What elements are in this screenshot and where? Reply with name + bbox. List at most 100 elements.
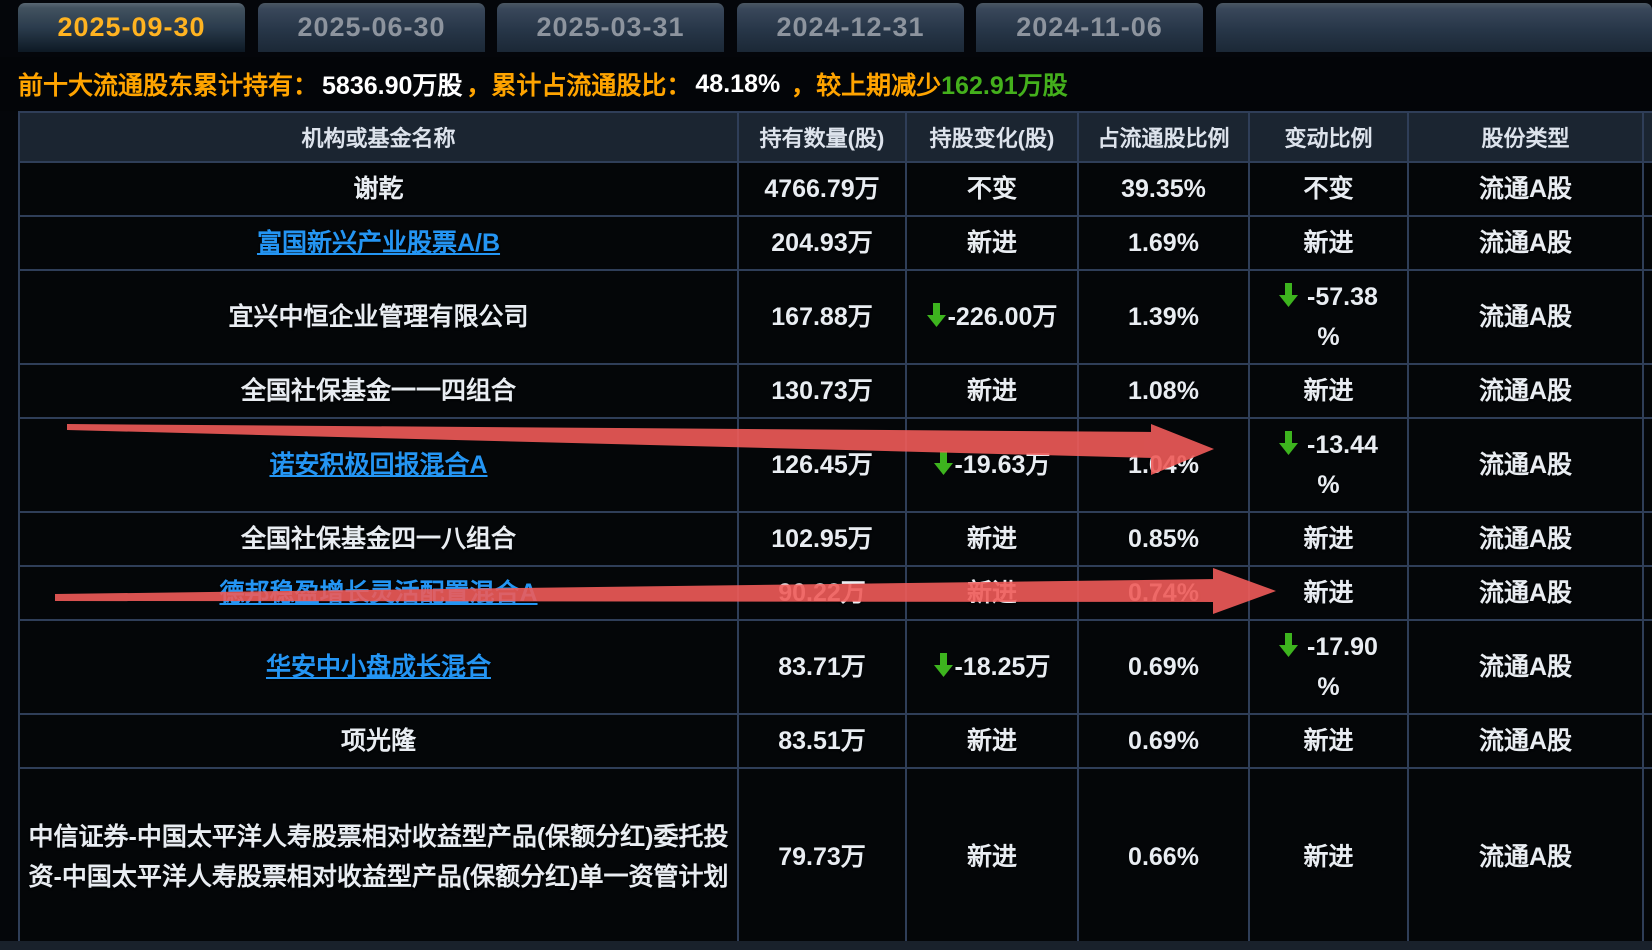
shareholder-name-cell: 项光隆 — [18, 713, 739, 769]
shareholder-name-cell: 德邦稳盈增长灵活配置混合A — [18, 565, 739, 621]
clipped-column-stub — [1642, 565, 1652, 621]
clipped-column-stub — [1642, 511, 1652, 567]
holding-quantity-cell: 83.71万 — [737, 619, 907, 715]
summary-bar: 前十大流通股东累计持有： 5836.90万股 ，累计占流通股比： 48.18% ，较上… — [0, 57, 1652, 111]
summary-total-ratio: 48.18% — [695, 69, 781, 98]
change-percent-cell: 新进 — [1248, 511, 1409, 567]
change-percent-cell: -13.44% — [1248, 417, 1409, 513]
float-ratio-cell: 0.85% — [1077, 511, 1250, 567]
down-arrow-icon — [1279, 633, 1299, 657]
holding-quantity-cell: 130.73万 — [737, 363, 907, 419]
holding-quantity-cell: 4766.79万 — [737, 161, 907, 217]
shareholder-name-cell: 富国新兴产业股票A/B — [18, 215, 739, 271]
report-date-tab-label: 2025-09-30 — [57, 12, 206, 42]
share-type-cell: 流通A股 — [1407, 363, 1644, 419]
holding-quantity-cell: 79.73万 — [737, 767, 907, 947]
report-date-tab[interactable]: 2024-11-06 — [976, 3, 1203, 52]
summary-total-held: 5836.90万股 — [322, 72, 463, 100]
holding-change-cell: -19.63万 — [905, 417, 1079, 513]
holding-change-cell: 不变 — [905, 161, 1079, 217]
column-header: 占流通股比例 — [1077, 111, 1250, 163]
summary-label-decrease: ，较上期减少 — [784, 72, 942, 100]
shareholder-row: 全国社保基金四一八组合 102.95万 新进 0.85% 新进 流通A股 — [18, 511, 1652, 567]
shareholder-name-cell: 全国社保基金一一四组合 — [18, 363, 739, 419]
holding-quantity-cell: 204.93万 — [737, 215, 907, 271]
share-type-cell: 流通A股 — [1407, 417, 1644, 513]
float-ratio-cell: 1.69% — [1077, 215, 1250, 271]
shareholder-row: 诺安积极回报混合A 126.45万 -19.63万 1.04% -13.44% … — [18, 417, 1652, 513]
holding-change-cell: 新进 — [905, 565, 1079, 621]
holding-quantity-cell: 83.51万 — [737, 713, 907, 769]
shareholder-row: 富国新兴产业股票A/B 204.93万 新进 1.69% 新进 流通A股 — [18, 215, 1652, 271]
shareholder-row: 华安中小盘成长混合 83.71万 -18.25万 0.69% -17.90% 流… — [18, 619, 1652, 715]
shareholder-name-cell: 全国社保基金四一八组合 — [18, 511, 739, 567]
shareholder-row: 项光隆 83.51万 新进 0.69% 新进 流通A股 — [18, 713, 1652, 769]
clipped-column-stub — [1642, 161, 1652, 217]
share-type-cell: 流通A股 — [1407, 161, 1644, 217]
share-type-cell: 流通A股 — [1407, 767, 1644, 947]
shareholder-row: 宜兴中恒企业管理有限公司 167.88万 -226.00万 1.39% -57.… — [18, 269, 1652, 365]
shareholder-name-cell: 诺安积极回报混合A — [18, 417, 739, 513]
float-ratio-cell: 0.69% — [1077, 619, 1250, 715]
share-type-cell: 流通A股 — [1407, 511, 1644, 567]
share-type-cell: 流通A股 — [1407, 565, 1644, 621]
change-percent-cell: -17.90% — [1248, 619, 1409, 715]
holding-quantity-cell: 90.22万 — [737, 565, 907, 621]
report-date-tab[interactable]: 2025-03-31 — [497, 3, 724, 52]
report-date-tab[interactable]: 2025-06-30 — [258, 3, 485, 52]
shareholder-name-cell: 华安中小盘成长混合 — [18, 619, 739, 715]
clipped-column-header — [1642, 111, 1652, 163]
column-header: 股份类型 — [1407, 111, 1644, 163]
shareholder-link[interactable]: 富国新兴产业股票A/B — [256, 229, 501, 257]
down-arrow-icon — [933, 451, 953, 475]
down-arrow-icon — [926, 303, 946, 327]
change-percent-cell: 新进 — [1248, 713, 1409, 769]
holding-quantity-cell: 167.88万 — [737, 269, 907, 365]
change-percent-cell: -57.38% — [1248, 269, 1409, 365]
report-date-tab[interactable]: 2024-12-31 — [737, 3, 964, 52]
column-header: 持有数量(股) — [737, 111, 907, 163]
change-percent-cell: 新进 — [1248, 767, 1409, 947]
clipped-column-stub — [1642, 417, 1652, 513]
shareholder-row: 谢乾 4766.79万 不变 39.35% 不变 流通A股 — [18, 161, 1652, 217]
holding-change-cell: 新进 — [905, 713, 1079, 769]
report-date-tabbar: 2025-09-30 2025-06-30 2025-03-31 2024-12… — [0, 0, 1652, 57]
report-date-tab[interactable] — [1216, 3, 1652, 52]
down-arrow-icon — [1279, 283, 1299, 307]
change-percent-cell: 新进 — [1248, 363, 1409, 419]
float-ratio-cell: 0.74% — [1077, 565, 1250, 621]
holding-change-cell: 新进 — [905, 511, 1079, 567]
report-date-tab-label: 2024-11-06 — [1016, 12, 1163, 42]
float-ratio-cell: 0.66% — [1077, 767, 1250, 947]
next-section-edge — [0, 941, 1652, 950]
clipped-column-stub — [1642, 363, 1652, 419]
shareholder-name-cell: 谢乾 — [18, 161, 739, 217]
shareholders-table: 机构或基金名称 持有数量(股) 持股变化(股) 占流通股比例 变动比例 股份类型 谢乾 4… — [18, 111, 1652, 947]
down-arrow-icon — [933, 653, 953, 677]
report-date-tab-label: 2024-12-31 — [776, 12, 925, 42]
report-date-tab[interactable]: 2025-09-30 — [18, 3, 245, 52]
share-type-cell: 流通A股 — [1407, 269, 1644, 365]
summary-label-ratio: ，累计占流通股比： — [466, 72, 692, 100]
shareholder-name-cell: 中信证券-中国太平洋人寿股票相对收益型产品(保额分红)委托投资-中国太平洋人寿股… — [18, 767, 739, 947]
holding-change-cell: -18.25万 — [905, 619, 1079, 715]
holding-change-cell: -226.00万 — [905, 269, 1079, 365]
summary-decrease-amount: 162.91万股 — [941, 72, 1068, 100]
clipped-column-stub — [1642, 767, 1652, 947]
float-ratio-cell: 1.08% — [1077, 363, 1250, 419]
shareholder-row: 中信证券-中国太平洋人寿股票相对收益型产品(保额分红)委托投资-中国太平洋人寿股… — [18, 767, 1652, 947]
clipped-column-stub — [1642, 269, 1652, 365]
holding-quantity-cell: 102.95万 — [737, 511, 907, 567]
shareholder-link[interactable]: 华安中小盘成长混合 — [265, 653, 491, 681]
clipped-column-stub — [1642, 215, 1652, 271]
holding-change-cell: 新进 — [905, 215, 1079, 271]
change-percent-cell: 新进 — [1248, 215, 1409, 271]
clipped-column-stub — [1642, 619, 1652, 715]
shareholder-row: 全国社保基金一一四组合 130.73万 新进 1.08% 新进 流通A股 — [18, 363, 1652, 419]
holding-change-cell: 新进 — [905, 363, 1079, 419]
shareholder-link[interactable]: 德邦稳盈增长灵活配置混合A — [219, 579, 538, 607]
column-header: 持股变化(股) — [905, 111, 1079, 163]
shareholder-link[interactable]: 诺安积极回报混合A — [269, 451, 488, 479]
report-date-tab-label: 2025-03-31 — [536, 12, 685, 42]
